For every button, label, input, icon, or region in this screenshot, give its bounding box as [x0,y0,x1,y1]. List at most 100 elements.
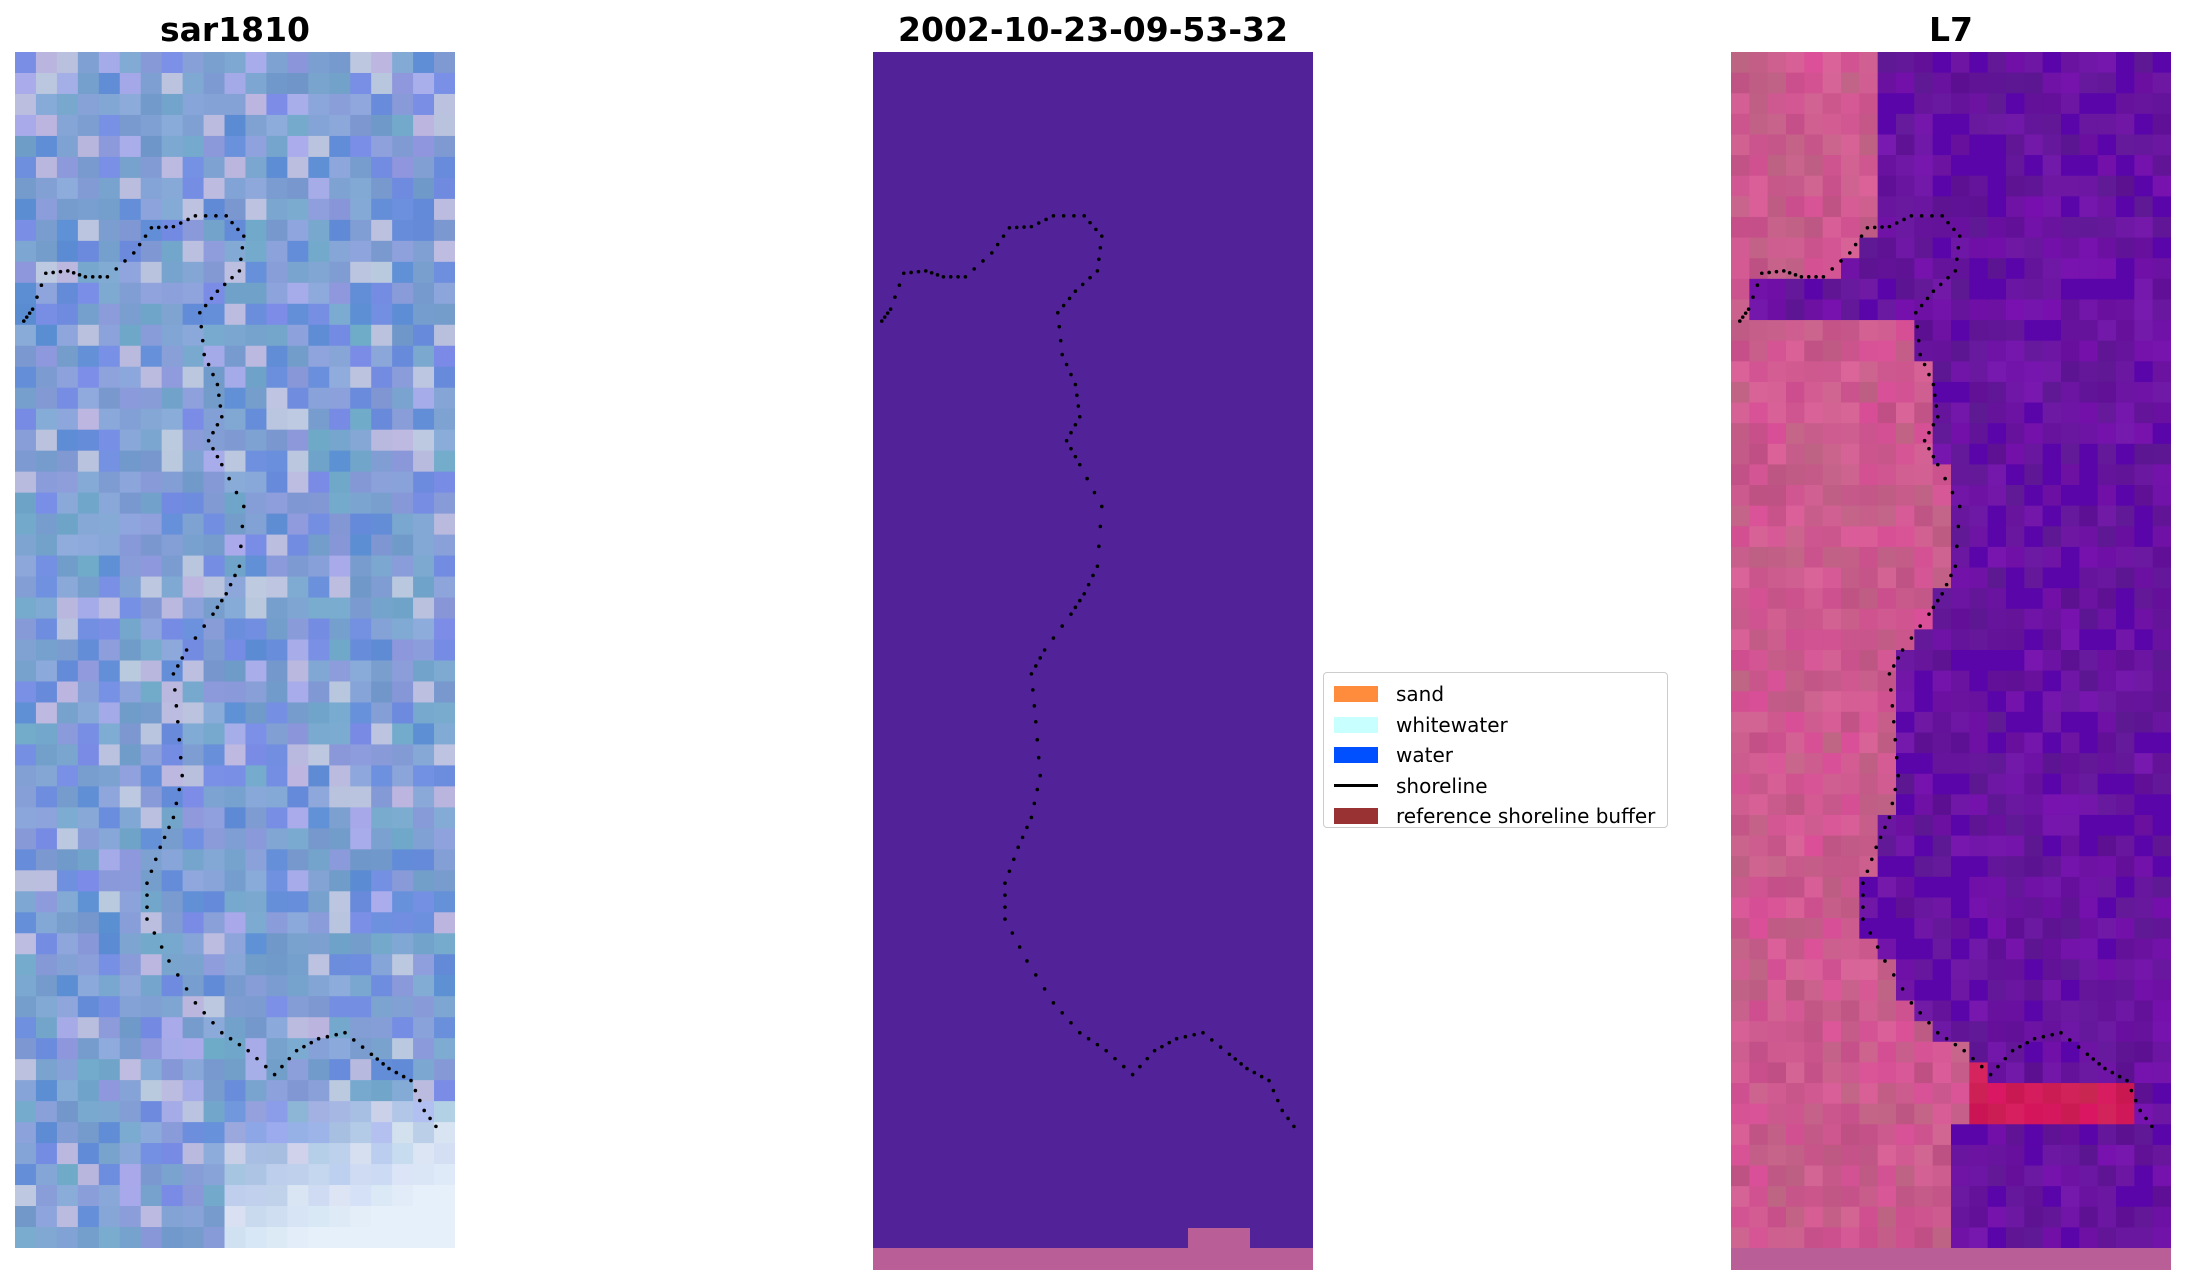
rgb-pixel [56,492,79,515]
rgb-pixel [182,1164,205,1186]
mndwi-pixel [1822,959,1842,981]
rgb-pixel [203,282,226,305]
rgb-pixel [245,807,267,829]
rgb-pixel [266,1185,288,1207]
rgb-pixel [140,156,163,179]
rgb-pixel [161,408,184,431]
rgb-pixel [35,849,58,871]
shoreline-point [145,893,149,897]
rgb-pixel [15,576,37,599]
mndwi-pixel [1804,381,1824,404]
rgb-pixel [371,1059,393,1081]
rgb-pixel [350,303,372,326]
rgb-pixel [224,1080,246,1102]
shoreline-point [1067,296,1072,301]
rgb-pixel [203,996,226,1018]
mndwi-pixel [2042,361,2062,383]
mndwi-pixel [2134,918,2154,940]
shoreline-point [422,1108,427,1113]
rgb-pixel [161,93,184,116]
shoreline-point [1064,362,1069,367]
shoreline-point [1936,1030,1940,1035]
shoreline-point [193,636,198,640]
rgb-pixel [413,702,435,724]
mndwi-pixel [1822,485,1842,507]
mndwi-pixel [1767,175,1787,197]
shoreline-point [215,454,220,459]
rgb-pixel [56,1038,79,1060]
rgb-pixel [203,555,226,578]
mndwi-pixel [2006,567,2025,589]
rgb-pixel [308,1143,330,1165]
mndwi-pixel [1896,278,1915,300]
mndwi-pixel [1914,608,1934,630]
rgb-pixel [140,492,163,515]
rgb-pixel [161,849,184,871]
mndwi-pixel [1877,1000,1897,1022]
rgb-pixel [245,135,267,158]
rgb-pixel [35,450,58,473]
mndwi-pixel [2134,1021,2154,1043]
mndwi-pixel [1767,1103,1787,1125]
rgb-pixel [15,933,37,955]
mndwi-pixel [1804,155,1824,177]
mndwi-strip [1731,1248,2171,1270]
mndwi-pixel [1932,753,1952,775]
rgb-pixel [203,1164,226,1186]
shoreline-point [1927,430,1931,435]
rgb-pixel [371,324,393,347]
rgb-pixel [15,471,37,494]
rgb-pixel [434,576,455,599]
mndwi-pixel [2134,979,2154,1002]
rgb-pixel [434,72,455,95]
rgb-pixel [413,114,435,137]
mndwi-pixel [2097,464,2117,486]
rgb-pixel [224,1059,246,1081]
rgb-pixel [329,660,351,682]
mndwi-pixel [2079,485,2099,507]
mndwi-pixel [1987,258,2007,280]
shoreline-point [963,275,968,279]
shoreline-point [2144,1116,2148,1121]
mndwi-pixel [2061,979,2080,1002]
mndwi-pixel [1877,237,1897,259]
mndwi-pixel [2079,464,2099,486]
shoreline-point [2129,1088,2134,1093]
mndwi-pixel [1951,1124,1970,1146]
rgb-pixel [413,891,435,913]
mndwi-pixel [1822,134,1842,156]
mndwi-pixel [1841,1227,1860,1249]
mndwi-pixel [2042,216,2062,239]
mndwi-pixel [1841,1165,1860,1187]
rgb-pixel [434,1038,455,1060]
rgb-pixel [203,261,226,284]
rgb-pixel [182,639,205,661]
mndwi-pixel [1932,732,1952,754]
mndwi-pixel [2006,897,2025,919]
shoreline-point [220,462,224,467]
mndwi-pixel [2079,72,2099,94]
rgb-pixel [140,807,163,829]
rgb-pixel [392,849,414,871]
rgb-pixel [371,975,393,997]
mndwi-pixel [1749,1000,1769,1022]
mndwi-pixel [2152,1083,2171,1105]
mndwi-pixel [2116,1000,2135,1022]
rgb-pixel [224,408,246,431]
shoreline-point [1130,1072,1135,1077]
mndwi-pixel [1932,196,1952,218]
rgb-pixel [329,891,351,913]
shoreline-points [22,214,438,1129]
shoreline-point [1919,303,1924,308]
mndwi-pixel [1987,608,2007,630]
rgb-pixel [119,1059,142,1081]
rgb-pixel [203,219,226,242]
mndwi-pixel [2061,773,2080,795]
mndwi-pixel [1914,485,1934,507]
mndwi-pixel [2134,464,2154,486]
rgb-pixel [224,1143,246,1165]
mndwi-pixel [1859,93,1879,115]
mndwi-pixel [1914,134,1934,156]
mndwi-pixel [1969,155,1989,177]
shoreline-point [255,1056,259,1061]
